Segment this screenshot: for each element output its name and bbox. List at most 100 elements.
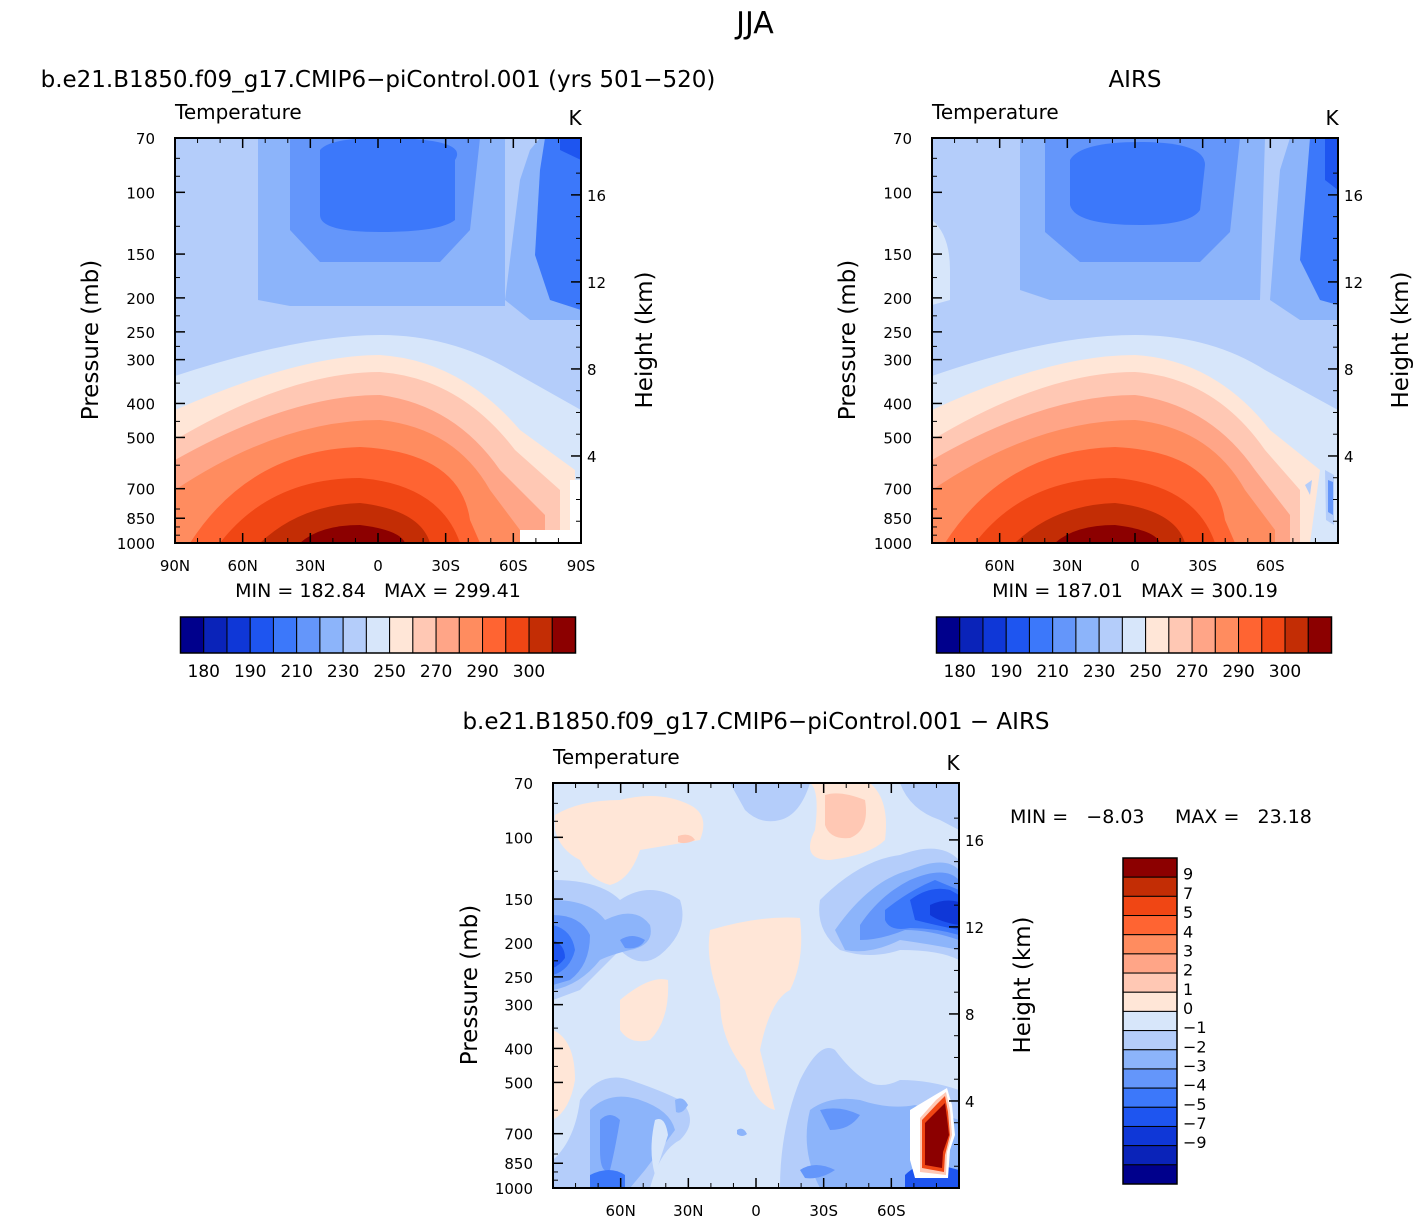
y-tick-label: 150 <box>126 246 155 264</box>
y-axis-label: Pressure (mb) <box>457 905 483 1065</box>
contour-band <box>1325 138 1338 190</box>
colorbar-swatch <box>1122 915 1178 936</box>
colorbar-swatch <box>936 616 961 654</box>
contour-band <box>730 783 810 822</box>
max-stat: MAX = 23.18 <box>1175 806 1312 828</box>
y-tick-label: 500 <box>504 1074 533 1092</box>
colorbar-swatch <box>1122 1010 1178 1032</box>
height-tick-label: 16 <box>587 187 606 205</box>
y-axis-right-label: Height (km) <box>1388 271 1414 408</box>
colorbar-label: 250 <box>373 662 405 682</box>
contour-band <box>825 793 866 839</box>
y-tick-label: 100 <box>504 829 533 847</box>
y-tick-label: 150 <box>504 891 533 909</box>
contour-band <box>555 796 704 885</box>
colorbar-swatch <box>1098 616 1123 654</box>
colorbar-swatch <box>1122 857 1178 878</box>
y-tick-label: 1000 <box>495 1180 533 1198</box>
contour-band <box>620 936 645 949</box>
y-tick-label: 500 <box>126 429 155 447</box>
colorbar-label: 2 <box>1183 961 1193 980</box>
units-label: K <box>568 106 582 130</box>
colorbar-swatch <box>1075 616 1100 654</box>
contour-band <box>1055 525 1160 543</box>
contour-field <box>553 783 959 1188</box>
colorbar-swatch <box>959 616 984 654</box>
colorbar-swatch <box>1145 616 1170 654</box>
y-tick-label: 70 <box>893 130 912 148</box>
figure-title: JJA <box>734 6 774 41</box>
colorbar-swatch <box>1122 934 1178 955</box>
colorbar-swatch <box>272 616 298 654</box>
panel-difference: b.e21.B1850.f09_g17.CMIP6−piControl.001 … <box>457 709 1312 1220</box>
x-tick-label: 60N <box>228 557 258 575</box>
colorbar-swatch <box>1028 616 1054 654</box>
colorbar-label: 230 <box>327 662 359 682</box>
y-tick-label: 850 <box>126 510 155 528</box>
min-stat: MIN = −8.03 <box>1010 806 1145 828</box>
y-tick-label: 100 <box>883 184 912 202</box>
colorbar-swatch <box>505 616 530 654</box>
y-tick-label: 300 <box>504 997 533 1015</box>
y-tick-label: 850 <box>883 510 912 528</box>
x-tick-label: 30N <box>673 1202 703 1220</box>
colorbar-label: 1 <box>1183 980 1193 999</box>
x-tick-label: 0 <box>1130 557 1140 575</box>
colorbar-swatch <box>1122 953 1178 974</box>
colorbar-swatch <box>458 616 484 654</box>
contour-field <box>175 138 581 543</box>
contour-band <box>900 783 959 830</box>
y-tick-label: 200 <box>126 290 155 308</box>
colorbar-swatch <box>435 616 460 654</box>
missing-data <box>570 480 581 543</box>
y-tick-label: 1000 <box>874 535 912 553</box>
height-tick-label: 16 <box>965 832 984 850</box>
colorbar-label: −1 <box>1183 1018 1207 1037</box>
x-axis: 60N 30N 0 30S 60S <box>552 783 960 1220</box>
colorbar: 180 190 210 230 250 270 290 300 <box>179 616 577 682</box>
colorbar-label: 180 <box>944 662 976 682</box>
colorbar-label: 180 <box>188 662 220 682</box>
x-axis: 60N 30N 0 30S 60S <box>931 138 1339 575</box>
contour-band <box>800 1165 835 1179</box>
x-tick-label: 30N <box>295 557 325 575</box>
colorbar-swatch <box>412 616 437 654</box>
x-tick-label: 0 <box>373 557 383 575</box>
colorbar-swatch <box>1261 616 1286 654</box>
height-tick-label: 4 <box>965 1093 975 1111</box>
colorbar-swatch <box>482 616 507 654</box>
y-axis-right-label: Height (km) <box>1010 916 1036 1053</box>
contour-band <box>600 1115 620 1171</box>
colorbar-swatch <box>1121 616 1147 654</box>
x-tick-label: 60S <box>499 557 528 575</box>
panel-airs: AIRS Temperature K 70 100 150 200 250 <box>835 67 1414 682</box>
y-tick-label: 250 <box>126 324 155 342</box>
x-tick-label: 30S <box>1188 557 1217 575</box>
contour-band <box>925 1103 949 1168</box>
contour-band <box>737 1128 747 1136</box>
colorbar-swatch <box>1284 616 1309 654</box>
contour-band <box>620 979 669 1042</box>
min-max-stats: MIN = 187.01 MAX = 300.19 <box>992 580 1278 602</box>
colorbar-swatch <box>1191 616 1216 654</box>
y-tick-label: 400 <box>504 1040 533 1058</box>
colorbar: 180 190 210 230 250 270 290 300 <box>935 616 1333 682</box>
height-tick-label: 12 <box>965 919 984 937</box>
colorbar-swatch <box>1122 1125 1178 1147</box>
colorbar-label: 9 <box>1183 865 1193 884</box>
y-tick-label: 200 <box>883 290 912 308</box>
colorbar-label: 250 <box>1129 662 1161 682</box>
contour-band <box>932 220 950 305</box>
y-tick-label: 500 <box>883 429 912 447</box>
colorbar-swatch <box>296 616 321 654</box>
colorbar-label: 3 <box>1183 941 1193 960</box>
units-label: K <box>946 751 960 775</box>
colorbar-swatch <box>342 616 367 654</box>
colorbar-swatch <box>1307 616 1332 654</box>
colorbar-label: 290 <box>1222 662 1254 682</box>
colorbar-swatch <box>249 616 274 654</box>
colorbar-label: 230 <box>1083 662 1115 682</box>
contour-band <box>820 1108 860 1130</box>
